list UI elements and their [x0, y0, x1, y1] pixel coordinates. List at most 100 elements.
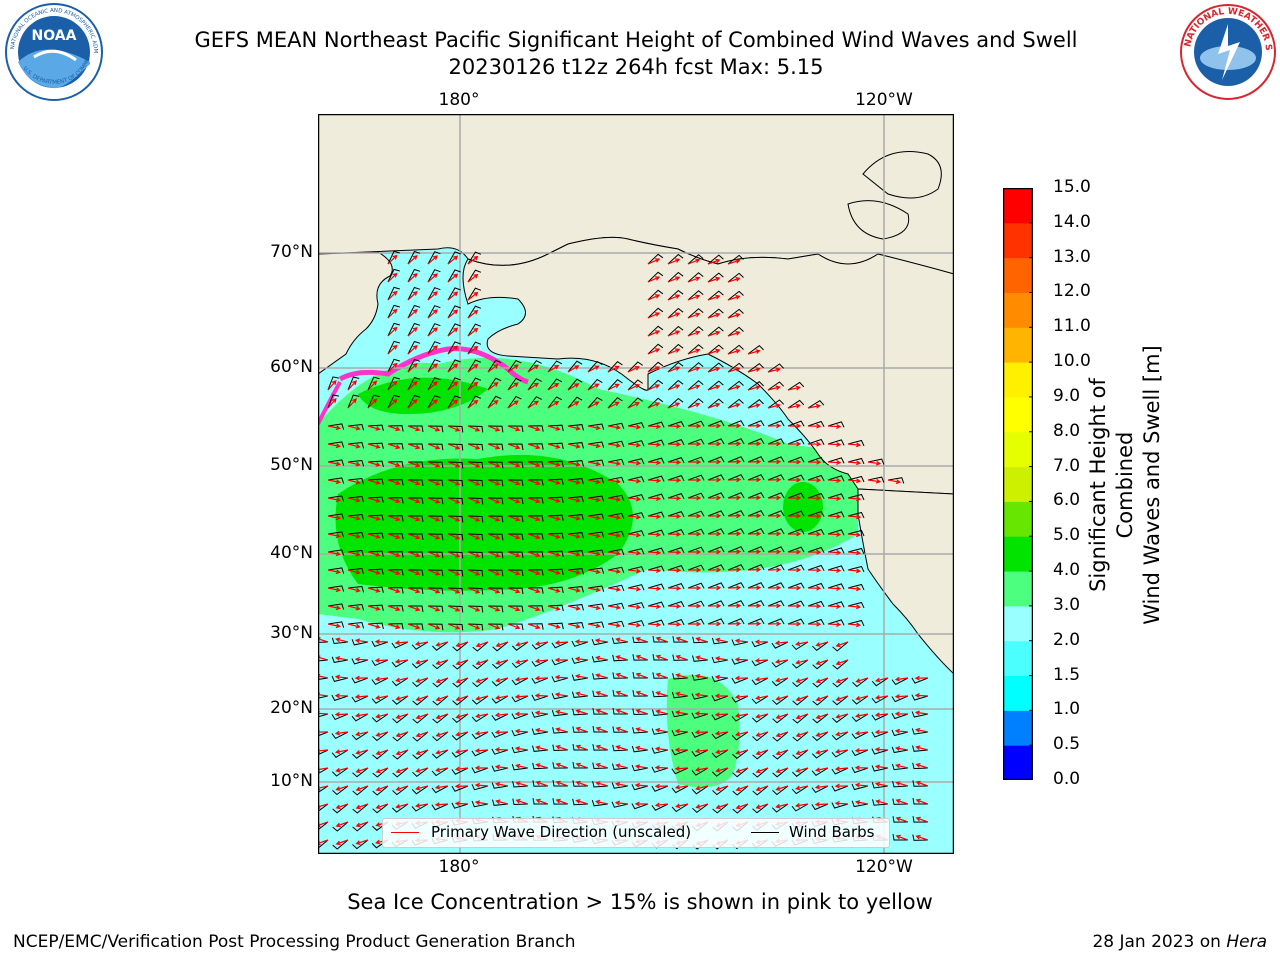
- colorbar-segment: [1003, 327, 1033, 363]
- wind-barb: [727, 272, 744, 283]
- wave-direction-arrow: [687, 330, 701, 337]
- wave-direction-arrow: [615, 690, 629, 697]
- wave-direction-arrow: [407, 362, 418, 373]
- wind-barb: [831, 731, 849, 741]
- wind-barb: [587, 513, 605, 520]
- wave-direction-arrow: [775, 695, 789, 701]
- wave-direction-arrow: [787, 567, 802, 573]
- wave-direction-arrow: [707, 423, 722, 429]
- wave-direction-arrow: [654, 802, 669, 808]
- wind-barb: [452, 659, 469, 670]
- wave-direction-arrow: [575, 726, 589, 733]
- wind-barb: [492, 641, 509, 652]
- wave-direction-arrows: [318, 254, 929, 846]
- wave-direction-arrow: [647, 276, 661, 283]
- wind-barb: [767, 399, 785, 409]
- wind-barb: [807, 600, 825, 607]
- wind-barb: [447, 287, 461, 301]
- wave-direction-arrow: [627, 532, 642, 538]
- wind-barb: [467, 461, 484, 469]
- wave-direction-arrow: [367, 425, 381, 431]
- wave-direction-arrow: [427, 551, 441, 558]
- wind-barb: [667, 474, 685, 482]
- wave-direction-arrow: [687, 312, 701, 319]
- wind-barb: [687, 290, 704, 301]
- wind-barb: [408, 425, 424, 432]
- wave-direction-arrow: [895, 798, 909, 805]
- wind-barb: [787, 492, 805, 499]
- wave-direction-arrow: [547, 551, 561, 557]
- wind-barb: [532, 798, 548, 805]
- wind-barb: [871, 677, 889, 687]
- wave-direction-arrow: [627, 496, 642, 502]
- wind-barb: [707, 600, 725, 607]
- wave-direction-arrow: [847, 496, 862, 502]
- wind-barb: [387, 286, 400, 301]
- wave-direction-arrow: [387, 461, 401, 468]
- wind-barb: [647, 253, 664, 265]
- wave-direction-arrow: [688, 513, 702, 519]
- wind-barb: [347, 549, 365, 557]
- wave-direction-arrow: [415, 659, 429, 665]
- wave-direction-arrow: [467, 569, 481, 576]
- wind-barb: [411, 659, 429, 669]
- wind-barb: [607, 602, 625, 610]
- wind-barb: [707, 564, 725, 571]
- wind-barb: [607, 476, 625, 484]
- wind-barb: [408, 479, 424, 486]
- wave-direction-arrow: [667, 585, 682, 591]
- wave-direction-arrow: [707, 495, 722, 501]
- wave-direction-arrow: [467, 515, 481, 522]
- wind-barb: [487, 587, 504, 595]
- wave-direction-arrow: [375, 731, 389, 737]
- wind-barb: [671, 767, 689, 775]
- wind-barb: [351, 658, 369, 665]
- wind-barb: [467, 479, 484, 487]
- wind-barb: [511, 659, 529, 669]
- wave-direction-arrow: [427, 399, 438, 409]
- wind-barb: [411, 803, 429, 812]
- wave-direction-arrow: [427, 345, 438, 355]
- colorbar-frame: [1003, 188, 1033, 780]
- wave-direction-arrow: [647, 442, 662, 448]
- wind-barb: [767, 510, 785, 517]
- wind-barb: [607, 422, 625, 430]
- wind-barb: [747, 345, 764, 355]
- wind-barb: [667, 564, 685, 572]
- wave-direction-arrow: [815, 749, 829, 755]
- wave-direction-arrow: [487, 515, 501, 522]
- wind-barb: [372, 749, 389, 760]
- wind-barb: [352, 749, 369, 759]
- wind-barb: [447, 605, 464, 613]
- wind-barb: [871, 748, 889, 755]
- wave-direction-arrow: [647, 622, 662, 628]
- wind-barb: [807, 564, 825, 571]
- wave-direction-arrow: [815, 695, 829, 702]
- wave-direction-arrow: [827, 549, 842, 555]
- wind-barb: [711, 656, 729, 664]
- wave-direction-arrow: [367, 533, 381, 539]
- wind-barb: [551, 659, 569, 666]
- wave-direction-arrow: [587, 533, 601, 539]
- wave-direction-arrow: [874, 729, 889, 735]
- wind-barb: [647, 475, 665, 482]
- wave-direction-arrow: [375, 767, 389, 774]
- wave-direction-arrow: [807, 423, 822, 429]
- wave-direction-arrow: [688, 567, 702, 573]
- wave-direction-arrow: [667, 549, 682, 555]
- wind-barb: [647, 439, 665, 446]
- wave-direction-arrow: [747, 349, 761, 355]
- wind-barb: [567, 532, 584, 539]
- wave-direction-arrow: [595, 691, 609, 697]
- wind-barb: [407, 394, 421, 409]
- wave-direction-arrow: [574, 639, 589, 645]
- wave-direction-arrow: [714, 693, 729, 699]
- wind-barb: [527, 443, 544, 450]
- colorbar-segment: [1003, 536, 1033, 572]
- wave-direction-arrow: [647, 402, 661, 409]
- wave-direction-arrow: [635, 672, 649, 679]
- wind-barb: [387, 376, 400, 391]
- colorbar-tick-label: 12.0: [1053, 281, 1091, 302]
- wave-direction-arrow: [795, 731, 809, 738]
- wave-direction-arrow: [894, 728, 909, 734]
